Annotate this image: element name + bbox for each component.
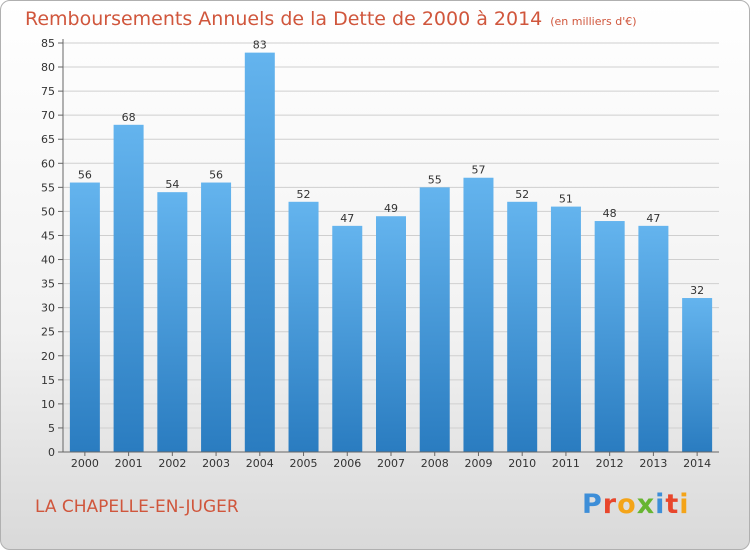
x-tick-label: 2009 — [464, 457, 492, 470]
proxiti-logo: Proxiti — [582, 489, 690, 520]
y-tick-label: 65 — [41, 133, 55, 146]
data-label: 52 — [297, 188, 311, 201]
data-label: 52 — [515, 188, 529, 201]
bar — [419, 187, 450, 452]
data-label: 51 — [559, 193, 573, 206]
x-tick-label: 2000 — [71, 457, 99, 470]
bar — [682, 298, 713, 452]
y-tick-label: 60 — [41, 157, 55, 170]
y-tick-label: 40 — [41, 254, 55, 267]
data-label: 32 — [690, 284, 704, 297]
bar — [332, 225, 363, 452]
y-tick-label: 0 — [48, 446, 55, 459]
x-tick-label: 2001 — [115, 457, 143, 470]
x-tick-label: 2006 — [333, 457, 361, 470]
logo-letter: i — [655, 489, 666, 520]
data-label: 55 — [428, 173, 442, 186]
logo-letter: o — [617, 489, 637, 520]
y-tick-label: 15 — [41, 374, 55, 387]
data-label: 56 — [209, 169, 223, 182]
bar — [376, 216, 406, 452]
y-tick-label: 5 — [48, 422, 55, 435]
x-tick-label: 2005 — [290, 457, 318, 470]
y-tick-label: 85 — [41, 37, 55, 50]
bar — [69, 182, 100, 452]
y-tick-label: 20 — [41, 350, 55, 363]
bar — [594, 221, 625, 452]
y-tick-label: 75 — [41, 85, 55, 98]
chart-unit: (en milliers d'€) — [550, 15, 637, 28]
y-tick-label: 10 — [41, 398, 55, 411]
data-label: 47 — [646, 212, 660, 225]
x-tick-label: 2008 — [421, 457, 449, 470]
x-tick-label: 2013 — [639, 457, 667, 470]
data-label: 57 — [471, 164, 485, 177]
bar — [201, 182, 232, 452]
chart-title: Remboursements Annuels de la Dette de 20… — [25, 8, 637, 30]
chart-title-text: Remboursements Annuels de la Dette de 20… — [25, 8, 543, 30]
x-tick-label: 2003 — [202, 457, 230, 470]
y-tick-label: 55 — [41, 181, 55, 194]
bar-chart: 0 5 10 15 20 25 30 35 40 45 50 55 60 65 70 75 80 85 56 2000… — [41, 37, 719, 470]
logo-letter: t — [665, 489, 680, 520]
bar — [157, 192, 188, 452]
logo-letter: P — [582, 489, 603, 520]
y-tick-label: 30 — [41, 302, 55, 315]
data-label: 47 — [340, 212, 354, 225]
bar — [638, 225, 669, 452]
x-tick-label: 2010 — [508, 457, 536, 470]
bar — [113, 124, 144, 453]
y-tick-label: 35 — [41, 278, 55, 291]
x-tick-label: 2002 — [158, 457, 186, 470]
data-label: 56 — [78, 169, 92, 182]
x-tick-label: 2014 — [683, 457, 711, 470]
x-tick-label: 2007 — [377, 457, 405, 470]
data-label: 48 — [603, 207, 617, 220]
logo-letter: x — [636, 489, 656, 520]
y-tick-label: 50 — [41, 205, 55, 218]
y-tick-label: 25 — [41, 326, 55, 339]
y-tick-label: 45 — [41, 229, 55, 242]
bar — [244, 52, 275, 452]
bar — [463, 177, 494, 452]
x-tick-label: 2012 — [596, 457, 624, 470]
logo-letter: r — [602, 489, 618, 520]
y-tick-label: 70 — [41, 109, 55, 122]
data-label: 54 — [165, 178, 179, 191]
y-tick-label: 80 — [41, 61, 55, 74]
data-label: 83 — [253, 39, 267, 52]
data-label: 49 — [384, 202, 398, 215]
commune-name: LA CHAPELLE-EN-JUGER — [35, 497, 239, 517]
data-label: 68 — [122, 111, 136, 124]
x-tick-label: 2011 — [552, 457, 580, 470]
x-tick-label: 2004 — [246, 457, 274, 470]
bar — [288, 201, 319, 452]
logo-letter: i — [679, 489, 690, 520]
bar — [507, 201, 538, 452]
bar — [550, 206, 581, 452]
